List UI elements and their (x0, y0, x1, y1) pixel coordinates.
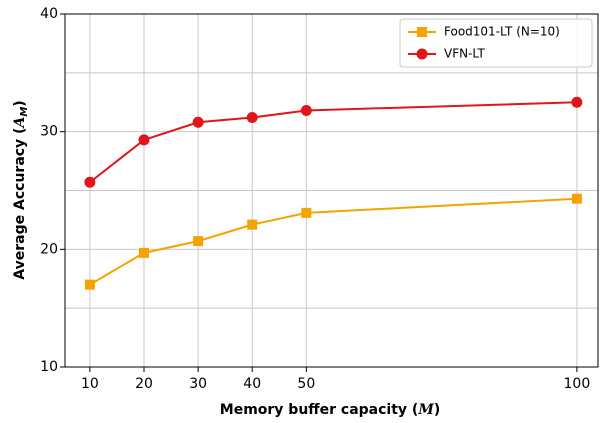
marker (139, 247, 150, 258)
x-tick-label: 10 (81, 376, 99, 392)
y-tick-label: 20 (40, 241, 58, 257)
y-tick-label: 10 (40, 359, 58, 375)
series-line (89, 197, 577, 286)
plot-frame (64, 13, 599, 368)
marker (300, 104, 312, 116)
marker (247, 219, 258, 230)
marker (84, 176, 96, 188)
marker (192, 116, 204, 128)
legend-box (399, 18, 593, 68)
x-tick-label: 30 (189, 376, 207, 392)
marker (571, 193, 582, 204)
x-tick-label: 20 (135, 376, 153, 392)
y-tick-label: 30 (40, 124, 58, 140)
y-axis-label: Average Accuracy (AM) (12, 100, 30, 279)
marker (301, 207, 312, 218)
x-tick-label: 40 (243, 376, 261, 392)
marker (138, 134, 150, 146)
series-line (89, 101, 577, 184)
x-axis-label: Memory buffer capacity (M) (220, 402, 440, 418)
marker (417, 27, 427, 37)
legend-label: Food101-LT (N=10) (444, 25, 560, 39)
marker (246, 112, 258, 124)
marker (193, 236, 204, 247)
marker (84, 279, 95, 290)
x-tick-label: 50 (297, 376, 315, 392)
y-tick-label: 40 (40, 6, 58, 22)
marker (571, 96, 583, 108)
x-tick-label: 100 (564, 376, 591, 392)
marker (416, 48, 428, 60)
legend-label: VFN-LT (444, 47, 485, 61)
